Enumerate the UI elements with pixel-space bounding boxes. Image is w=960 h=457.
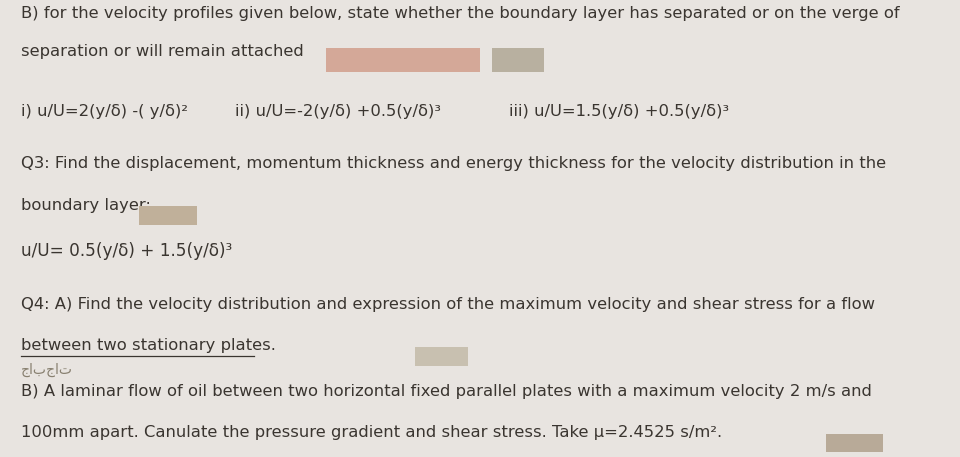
- Bar: [492, 48, 544, 72]
- Text: 100mm apart. Canulate the pressure gradient and shear stress. Take μ=2.4525 s/m²: 100mm apart. Canulate the pressure gradi…: [21, 425, 722, 440]
- Text: Q4: A) Find the velocity distribution and expression of the maximum velocity and: Q4: A) Find the velocity distribution an…: [21, 297, 876, 312]
- Text: u/U= 0.5(y/δ) + 1.5(y/δ)³: u/U= 0.5(y/δ) + 1.5(y/δ)³: [21, 243, 232, 260]
- Text: B) for the velocity profiles given below, state whether the boundary layer has s: B) for the velocity profiles given below…: [21, 5, 900, 21]
- Text: iii) u/U=1.5(y/δ) +0.5(y/δ)³: iii) u/U=1.5(y/δ) +0.5(y/δ)³: [509, 104, 729, 119]
- Bar: [826, 434, 883, 452]
- Bar: [139, 206, 197, 225]
- Text: Q3: Find the displacement, momentum thickness and energy thickness for the veloc: Q3: Find the displacement, momentum thic…: [21, 156, 886, 171]
- Bar: [415, 347, 468, 366]
- Text: ii) u/U=-2(y/δ) +0.5(y/δ)³: ii) u/U=-2(y/δ) +0.5(y/δ)³: [235, 104, 442, 119]
- Text: boundary layer:: boundary layer:: [21, 197, 156, 213]
- Bar: [326, 48, 480, 72]
- Text: between two stationary plates.: between two stationary plates.: [21, 338, 281, 353]
- Text: i) u/U=2(y/δ) -( y/δ)²: i) u/U=2(y/δ) -( y/δ)²: [21, 104, 188, 119]
- Text: جابجات: جابجات: [21, 363, 73, 377]
- Text: B) A laminar flow of oil between two horizontal fixed parallel plates with a max: B) A laminar flow of oil between two hor…: [21, 383, 872, 399]
- Text: separation or will remain attached: separation or will remain attached: [21, 44, 309, 59]
